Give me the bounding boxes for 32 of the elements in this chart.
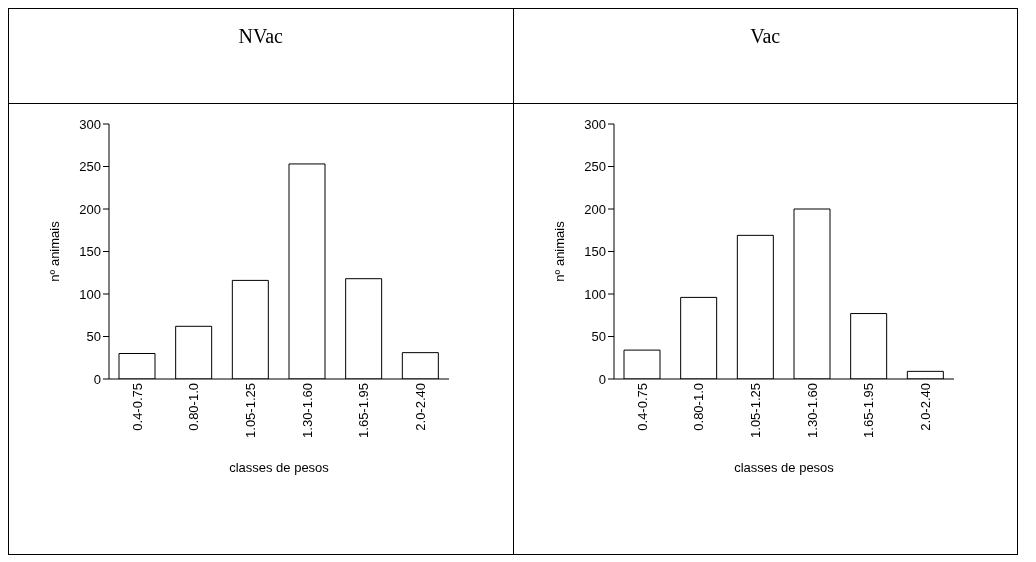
chart-title: Vac <box>513 8 1018 104</box>
x-axis-title: classes de pesos <box>733 460 834 475</box>
y-tick-label: 50 <box>591 329 606 345</box>
x-tick-label: 2.0-2.40 <box>412 383 428 431</box>
y-tick-label: 50 <box>86 329 101 345</box>
chart-title: NVac <box>8 8 513 104</box>
x-tick-label: 1.30-1.60 <box>804 383 820 438</box>
y-tick-label: 200 <box>79 201 101 217</box>
x-tick-label: 1.30-1.60 <box>299 383 315 438</box>
y-tick-label: 0 <box>93 371 101 387</box>
y-tick-label: 300 <box>79 116 101 132</box>
x-tick-label: 2.0-2.40 <box>917 383 933 431</box>
x-tick-label: 0.80-1.0 <box>186 383 202 431</box>
x-tick-label: 0.4-0.75 <box>634 383 650 431</box>
y-tick-label: 200 <box>583 201 606 217</box>
y-axis-title: nº animais <box>46 220 62 282</box>
y-tick-label: 150 <box>79 244 101 260</box>
x-tick-label: 1.65-1.95 <box>356 383 372 438</box>
x-tick-label: 0.4-0.75 <box>129 383 145 431</box>
x-tick-label: 1.05-1.25 <box>242 383 258 438</box>
x-axis-title: classes de pesos <box>229 460 330 475</box>
y-tick-label: 250 <box>79 159 101 175</box>
y-tick-label: 300 <box>583 116 606 132</box>
x-tick-label: 1.05-1.25 <box>747 383 763 438</box>
y-tick-label: 250 <box>583 159 606 175</box>
y-tick-label: 100 <box>583 286 606 302</box>
x-tick-label: 0.80-1.0 <box>690 383 706 431</box>
y-tick-label: 100 <box>79 286 101 302</box>
x-tick-label: 1.65-1.95 <box>860 383 876 438</box>
y-axis-title: nº animais <box>551 220 567 282</box>
y-tick-label: 150 <box>583 244 606 260</box>
y-tick-label: 0 <box>598 371 606 387</box>
